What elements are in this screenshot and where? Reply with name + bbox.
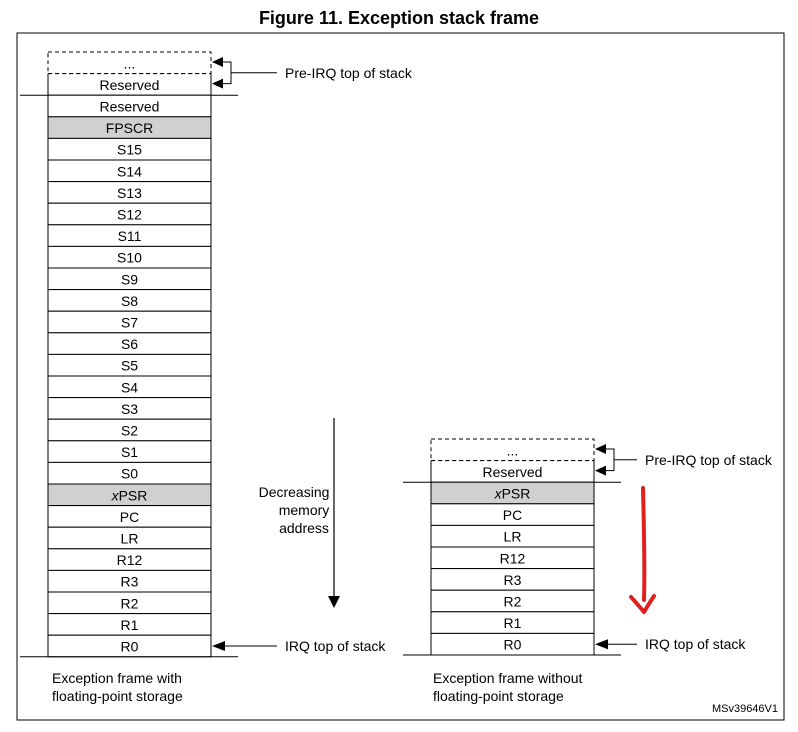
left-irq-arrow-icon xyxy=(212,641,277,651)
left-stack-cell-label: S13 xyxy=(117,185,142,201)
left-pre-irq-bracket-icon xyxy=(212,57,277,89)
red-annotation-arrow-icon xyxy=(629,486,656,614)
right-stack-cell-label: R1 xyxy=(504,615,522,631)
left-stack-cell-label: R2 xyxy=(121,595,139,611)
left-stack-cell-label: LR xyxy=(121,531,139,547)
left-stack-cell-label: S11 xyxy=(118,228,142,244)
left-stack-cell-label: R0 xyxy=(121,639,139,655)
right-stack-cell-label: R2 xyxy=(504,594,522,610)
left-stack-cell-label: S5 xyxy=(121,358,138,374)
left-stack-cell-label: S9 xyxy=(121,271,138,287)
memory-arrow-label-1: Decreasing xyxy=(259,484,330,500)
left-stack-cell-label: S10 xyxy=(117,250,142,266)
right-stack-cell-label: PC xyxy=(503,507,522,523)
right-irq-arrow-icon xyxy=(595,639,637,650)
left-stack-cell-label: PC xyxy=(120,509,139,525)
right-stack-frame: ... Reserved xPSR PC LR R12 R3 R2 R1 R0 Pre-IRQ to… xyxy=(403,438,773,656)
left-top-cell-label: ... xyxy=(124,55,136,71)
left-caption-line-1: Exception frame with xyxy=(52,670,182,686)
left-stack-cell-label: S15 xyxy=(117,142,142,158)
left-stack-cell-label: S6 xyxy=(121,336,138,352)
memory-arrow-label-3: address xyxy=(279,520,329,536)
left-stack-cell-label: S14 xyxy=(117,163,142,179)
right-irq-label: IRQ top of stack xyxy=(645,636,746,652)
left-caption-line-2: floating-point storage xyxy=(52,688,183,704)
left-stack-cell-label: S0 xyxy=(121,466,138,482)
left-stack-cell-label: S7 xyxy=(121,315,138,331)
right-top-cell-label: Reserved xyxy=(483,464,543,480)
figure-id: MSv39646V1 xyxy=(712,703,778,715)
left-stack-cell-label: S8 xyxy=(121,293,138,309)
left-stack-cell-label: R3 xyxy=(121,574,139,590)
left-stack-cell-label: R12 xyxy=(117,552,143,568)
left-stack-cell-label: S3 xyxy=(121,401,138,417)
decreasing-memory-arrow xyxy=(328,418,340,608)
right-top-cell-label: ... xyxy=(507,442,519,458)
right-stack-cell-label: R12 xyxy=(500,550,526,566)
right-stack-cell-label: xPSR xyxy=(494,486,531,502)
right-stack-cell-label: R3 xyxy=(504,572,522,588)
left-stack-cell-label: Reserved xyxy=(100,99,160,115)
left-stack-cell-label: R1 xyxy=(121,617,139,633)
left-stack-cell-label: S4 xyxy=(121,379,138,395)
figure-title: Figure 11. Exception stack frame xyxy=(258,8,540,28)
left-irq-label: IRQ top of stack xyxy=(285,638,386,654)
left-stack-cell-label: S12 xyxy=(117,207,142,223)
left-top-cell-label: Reserved xyxy=(100,77,160,93)
right-stack-cell-label: R0 xyxy=(504,637,522,653)
left-stack-cell-label: xPSR xyxy=(111,487,148,503)
left-stack-frame: ... Reserved Reserved FPSCR S15 S14 S13 S12 S11 S… xyxy=(20,51,413,658)
left-stack-cell-label: S2 xyxy=(121,423,138,439)
right-caption-line-2: floating-point storage xyxy=(433,688,564,704)
memory-arrow-label-2: memory xyxy=(279,502,330,518)
left-stack-cell-label: FPSCR xyxy=(106,120,153,136)
left-pre-irq-label: Pre-IRQ top of stack xyxy=(285,65,413,81)
right-stack-cell-label: LR xyxy=(504,529,522,545)
left-stack-cell-label: S1 xyxy=(121,444,138,460)
right-pre-irq-label: Pre-IRQ top of stack xyxy=(645,452,773,468)
right-caption-line-1: Exception frame without xyxy=(433,670,583,686)
figure-border xyxy=(16,32,785,721)
right-pre-irq-bracket-icon xyxy=(595,444,637,476)
